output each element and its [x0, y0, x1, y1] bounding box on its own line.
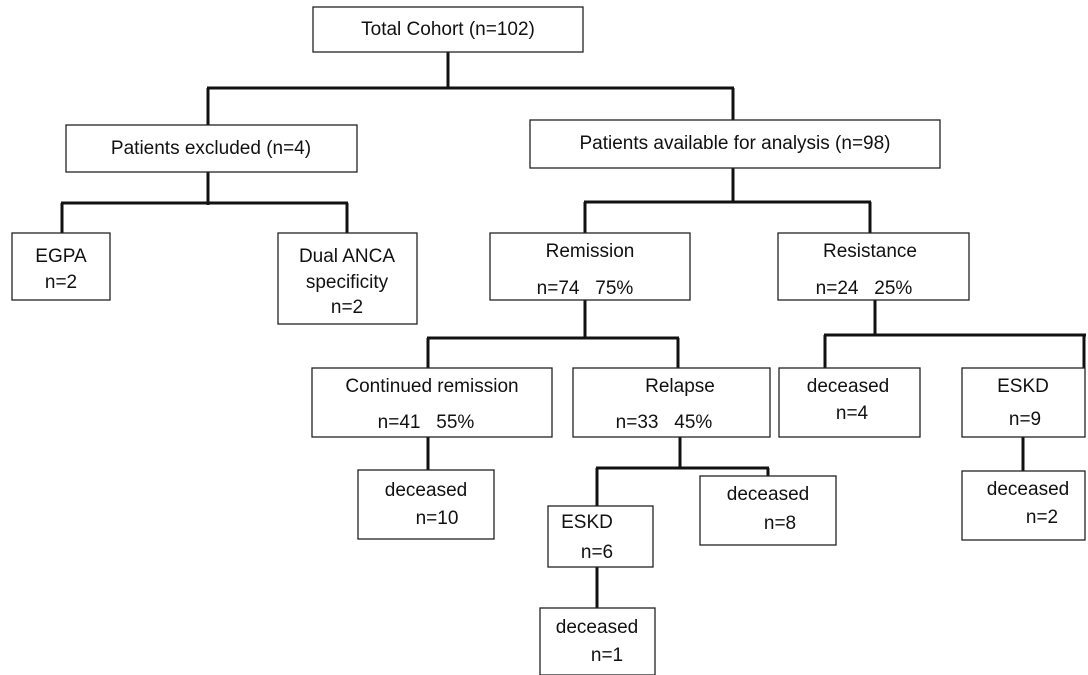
node-box [311, 367, 553, 438]
node-text: Resistance [823, 241, 917, 262]
node-text: n=24 25% [816, 278, 913, 299]
node-text: n=4 [836, 403, 869, 424]
nodes: Total Cohort (n=102) Patients excluded (… [11, 6, 1086, 675]
node-text: n=41 55% [378, 412, 475, 433]
node-text: n=6 [581, 542, 613, 563]
node-text: n=33 45% [616, 412, 713, 433]
node-box [961, 470, 1086, 541]
node-box [11, 232, 111, 301]
node-text: n=8 [764, 513, 796, 534]
node-text: n=9 [1009, 409, 1041, 430]
node-box [699, 475, 837, 546]
node-text: EGPA [35, 246, 87, 267]
node-box [312, 6, 584, 53]
node-box [277, 232, 418, 325]
node-box [489, 232, 691, 301]
node-box [539, 607, 656, 675]
node-text: n=1 [591, 645, 623, 666]
node-text: ESKD [997, 376, 1049, 397]
node-text: ESKD [561, 512, 613, 533]
node-text: n=74 75% [537, 278, 634, 299]
node-box [357, 469, 495, 540]
node-text: Total Cohort (n=102) [361, 19, 535, 40]
node-text: Continued remission [345, 376, 518, 397]
node-text: Patients excluded (n=4) [111, 138, 311, 159]
node-box [961, 367, 1086, 438]
node-text: n=10 [416, 508, 459, 529]
node-text: Dual ANCA [299, 246, 395, 267]
node-box [572, 367, 771, 438]
node-text: deceased [727, 484, 809, 505]
node-box [547, 505, 654, 568]
node-text: Relapse [645, 376, 715, 397]
node-box [529, 119, 941, 169]
node-text: n=2 [331, 297, 363, 318]
node-text: n=2 [45, 272, 77, 293]
node-box [778, 367, 921, 438]
node-text: Patients available for analysis (n=98) [579, 133, 890, 154]
node-box [65, 124, 358, 173]
node-box [777, 232, 970, 301]
node-text: Remission [546, 241, 635, 262]
node-text: deceased [556, 617, 638, 638]
node-text: deceased [987, 479, 1069, 500]
node-text: deceased [807, 376, 889, 397]
node-text: n=2 [1026, 507, 1058, 528]
connectors [60, 52, 1086, 608]
node-text: specificity [306, 272, 389, 293]
node-text: deceased [385, 480, 467, 501]
